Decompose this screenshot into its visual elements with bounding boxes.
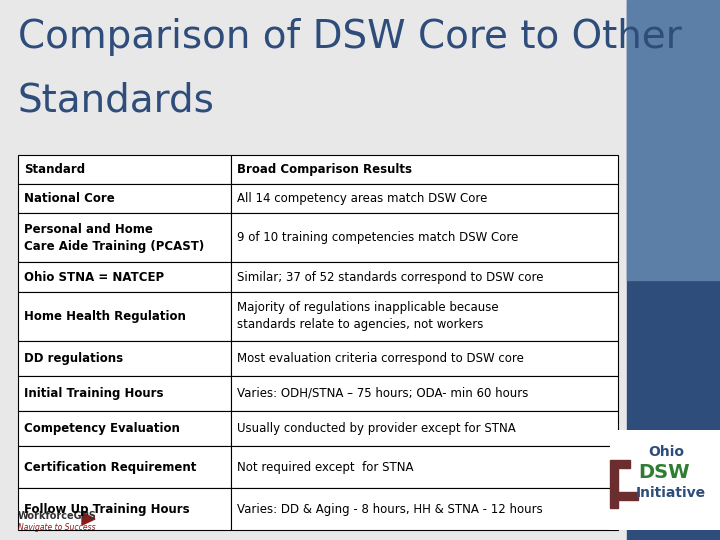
Text: Usually conducted by provider except for STNA: Usually conducted by provider except for… <box>237 422 516 435</box>
Bar <box>18 155 231 184</box>
Text: All 14 competency areas match DSW Core: All 14 competency areas match DSW Core <box>237 192 487 205</box>
Bar <box>18 341 231 376</box>
Text: Most evaluation criteria correspond to DSW core: Most evaluation criteria correspond to D… <box>237 352 524 365</box>
Bar <box>627 0 720 540</box>
Bar <box>610 460 630 468</box>
Bar <box>618 492 638 500</box>
Bar <box>231 341 618 376</box>
Text: Competency Evaluation: Competency Evaluation <box>24 422 180 435</box>
Text: Initial Training Hours: Initial Training Hours <box>24 387 163 400</box>
Bar <box>18 446 231 488</box>
Text: Home Health Regulation: Home Health Regulation <box>24 309 186 323</box>
Text: Navigate to Success: Navigate to Success <box>18 523 96 531</box>
Bar <box>18 292 231 341</box>
Bar <box>231 411 618 446</box>
Text: DD regulations: DD regulations <box>24 352 123 365</box>
Bar <box>18 184 231 213</box>
Bar <box>0 0 627 540</box>
Polygon shape <box>82 512 95 525</box>
Bar <box>18 376 231 411</box>
Bar <box>231 292 618 341</box>
Text: Not required except  for STNA: Not required except for STNA <box>237 461 413 474</box>
Bar <box>231 446 618 488</box>
Bar <box>231 376 618 411</box>
Bar <box>231 262 618 292</box>
Bar <box>231 488 618 530</box>
Text: Majority of regulations inapplicable because
standards relate to agencies, not w: Majority of regulations inapplicable bec… <box>237 301 499 331</box>
Bar <box>231 184 618 213</box>
Bar <box>610 468 618 508</box>
Bar <box>18 213 231 262</box>
Text: Initiative: Initiative <box>636 486 706 500</box>
Text: Standard: Standard <box>24 163 85 176</box>
Text: Standards: Standards <box>18 82 215 120</box>
Text: Varies: ODH/STNA – 75 hours; ODA- min 60 hours: Varies: ODH/STNA – 75 hours; ODA- min 60… <box>237 387 528 400</box>
Text: Ohio: Ohio <box>648 445 684 459</box>
Text: Certification Requirement: Certification Requirement <box>24 461 197 474</box>
Text: WorkforceGPS: WorkforceGPS <box>18 511 97 521</box>
Text: Similar; 37 of 52 standards correspond to DSW core: Similar; 37 of 52 standards correspond t… <box>237 271 544 284</box>
Bar <box>610 430 720 530</box>
Text: Ohio STNA = NATCEP: Ohio STNA = NATCEP <box>24 271 164 284</box>
Bar <box>627 0 720 280</box>
Bar <box>231 155 618 184</box>
Text: Broad Comparison Results: Broad Comparison Results <box>237 163 412 176</box>
Text: DSW: DSW <box>638 463 690 482</box>
Bar <box>18 411 231 446</box>
Text: Varies: DD & Aging - 8 hours, HH & STNA - 12 hours: Varies: DD & Aging - 8 hours, HH & STNA … <box>237 503 543 516</box>
Text: Comparison of DSW Core to Other: Comparison of DSW Core to Other <box>18 18 682 56</box>
Text: National Core: National Core <box>24 192 114 205</box>
Text: Follow Up Training Hours: Follow Up Training Hours <box>24 503 189 516</box>
Bar <box>18 262 231 292</box>
Bar <box>18 488 231 530</box>
Text: Personal and Home
Care Aide Training (PCAST): Personal and Home Care Aide Training (PC… <box>24 223 204 253</box>
Text: 9 of 10 training competencies match DSW Core: 9 of 10 training competencies match DSW … <box>237 231 518 244</box>
Bar <box>231 213 618 262</box>
